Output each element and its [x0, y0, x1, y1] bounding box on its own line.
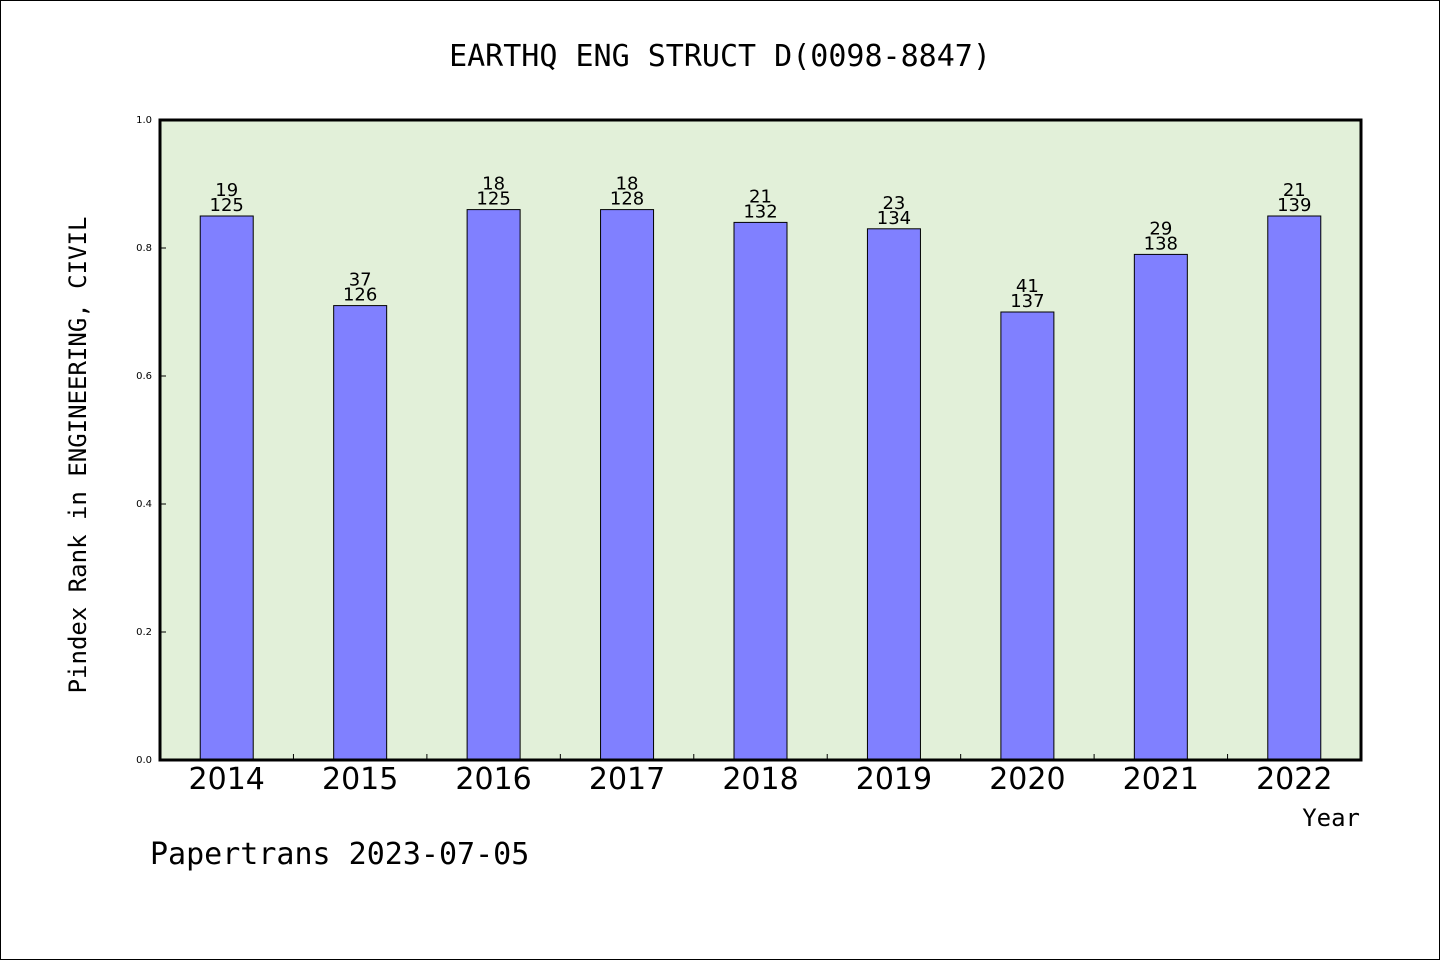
y-tick-label: 1.0 [136, 115, 152, 126]
y-tick-label: 0.2 [136, 627, 152, 638]
x-tick-label: 2022 [1256, 762, 1332, 797]
bar [333, 305, 388, 761]
bar-total-label: 125 [210, 195, 244, 216]
y-tick-label: 0.0 [136, 755, 152, 766]
x-axis-label: Year [1302, 804, 1360, 832]
bar-rank-label: 18 [616, 174, 639, 195]
bar-total-label: 134 [877, 208, 911, 229]
bar-rank-label: 41 [1016, 276, 1039, 297]
bar [600, 209, 655, 761]
bar [866, 228, 921, 761]
bar-total-label: 132 [743, 201, 777, 222]
bar [199, 215, 254, 761]
bar-total-label: 125 [476, 189, 510, 210]
bar [733, 221, 788, 761]
bar [466, 209, 521, 761]
x-tick-label: 2019 [856, 762, 932, 797]
chart-title: EARTHQ ENG STRUCT D(0098-8847) [449, 39, 991, 74]
bar-total-label: 128 [610, 189, 644, 210]
y-axis-label: Pindex Rank in ENGINEERING, CIVIL [64, 217, 92, 694]
x-tick-label: 2014 [189, 762, 265, 797]
bar-rank-label: 18 [482, 174, 505, 195]
x-tick-label: 2015 [322, 762, 398, 797]
bar-rank-label: 21 [749, 186, 772, 207]
bar [1000, 311, 1055, 761]
bar-total-label: 139 [1277, 195, 1311, 216]
bar-rank-label: 29 [1149, 218, 1172, 239]
bar-total-label: 126 [343, 285, 377, 306]
bar-rank-label: 19 [215, 180, 238, 201]
x-tick-label: 2018 [722, 762, 798, 797]
plot-area: 0.00.20.40.60.81.01912520143712620151812… [136, 115, 1363, 797]
bar [1133, 253, 1188, 761]
y-tick-label: 0.8 [136, 243, 152, 254]
x-tick-label: 2020 [989, 762, 1065, 797]
bar-rank-label: 37 [349, 270, 372, 291]
y-tick-label: 0.6 [136, 371, 152, 382]
bar-total-label: 138 [1144, 233, 1178, 254]
bar [1267, 215, 1322, 761]
x-tick-label: 2021 [1123, 762, 1199, 797]
bar-rank-label: 23 [882, 193, 905, 214]
footer-text: Papertrans 2023-07-05 [150, 837, 529, 872]
plot-border [158, 118, 1363, 762]
y-tick-label: 0.4 [136, 499, 152, 510]
x-tick-label: 2016 [455, 762, 531, 797]
bar-total-label: 137 [1010, 291, 1044, 312]
x-tick-label: 2017 [589, 762, 665, 797]
bar-rank-label: 21 [1283, 180, 1306, 201]
